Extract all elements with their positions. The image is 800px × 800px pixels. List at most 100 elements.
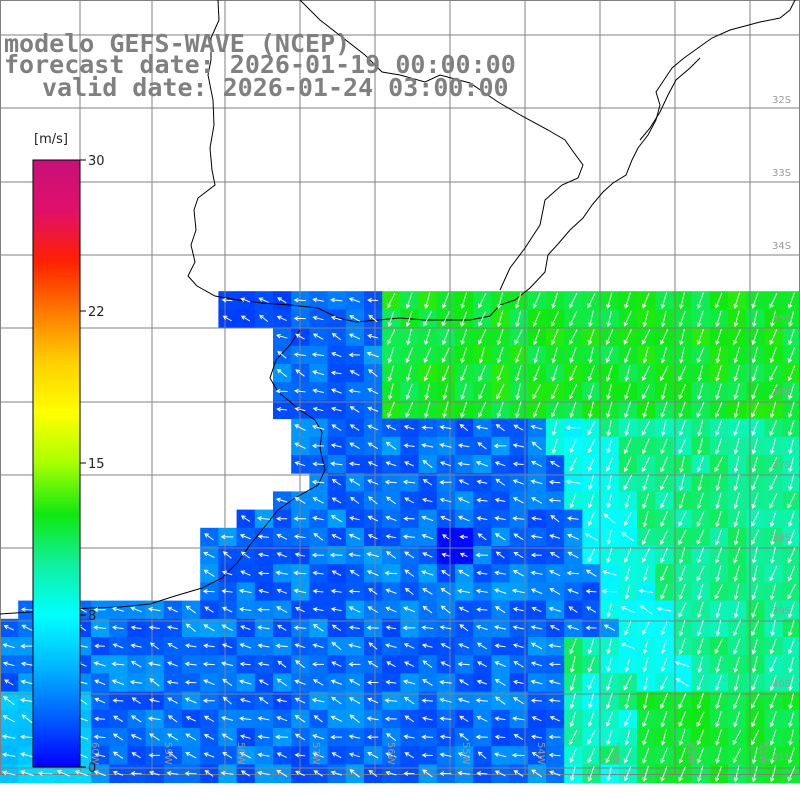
wind-arrow — [405, 310, 413, 328]
wind-arrow — [569, 638, 577, 655]
wind-arrow — [641, 329, 651, 345]
wind-arrow — [697, 437, 704, 455]
wind-arrow — [387, 329, 396, 345]
wind-arrow — [606, 401, 613, 419]
wind-arrow — [532, 292, 541, 309]
wind-arrow — [769, 347, 777, 364]
wind-arrow — [532, 310, 541, 327]
wind-arrow — [548, 661, 561, 667]
longitude-label: 51W — [757, 742, 768, 765]
wind-arrow — [642, 346, 649, 364]
wind-arrow — [330, 715, 343, 722]
wind-arrow — [331, 534, 342, 540]
wind-arrow — [94, 643, 106, 649]
wind-arrow — [257, 570, 269, 576]
wind-arrow — [606, 475, 612, 491]
wind-arrow — [788, 638, 795, 655]
wind-arrow — [349, 370, 360, 376]
wind-arrow — [513, 424, 524, 431]
wind-arrow — [587, 493, 595, 509]
wind-arrow — [495, 478, 506, 486]
wind-arrow — [311, 479, 325, 485]
wind-arrow — [769, 401, 777, 419]
wind-arrow — [330, 770, 343, 776]
wind-arrow — [20, 607, 33, 612]
wind-arrow — [385, 732, 397, 741]
wind-arrow — [330, 406, 342, 412]
wind-arrow — [147, 606, 161, 612]
wind-arrow — [624, 548, 632, 563]
wind-arrow — [678, 511, 687, 527]
wind-arrow — [587, 730, 596, 745]
wind-arrow — [770, 747, 776, 765]
wind-arrow — [258, 588, 269, 594]
wind-arrow — [404, 752, 415, 759]
wind-arrow — [588, 310, 594, 328]
wind-arrow — [549, 551, 560, 559]
wind-arrow — [752, 310, 758, 328]
wind-arrow — [20, 734, 34, 740]
wind-arrow — [678, 365, 687, 382]
wind-arrow — [769, 493, 778, 509]
wind-arrow — [460, 383, 467, 400]
wind-arrow — [601, 589, 617, 594]
wind-arrow — [769, 292, 778, 309]
wind-arrow — [385, 461, 397, 467]
wind-arrow — [770, 547, 776, 564]
wind-arrow — [751, 602, 759, 619]
wind-arrow — [751, 328, 759, 346]
wind-arrow — [696, 565, 705, 582]
wind-arrow — [476, 679, 488, 685]
wind-arrow — [566, 624, 579, 631]
wind-arrow — [367, 660, 378, 668]
wind-arrow — [678, 310, 686, 327]
wind-arrow — [549, 588, 561, 595]
wind-arrow — [769, 638, 777, 655]
wind-arrow — [788, 656, 795, 674]
wind-arrow — [239, 661, 251, 667]
wind-arrow — [441, 311, 450, 327]
wind-arrow — [277, 297, 287, 304]
wind-arrow — [384, 570, 398, 576]
wind-arrow — [660, 329, 669, 345]
wind-arrow — [439, 461, 452, 467]
wind-arrow — [312, 333, 324, 340]
wind-arrow — [623, 675, 632, 691]
wind-arrow — [603, 513, 616, 524]
wind-arrow — [513, 734, 524, 741]
wind-arrow — [330, 679, 343, 685]
wind-arrow — [512, 697, 524, 705]
wind-arrow — [442, 383, 449, 401]
wind-arrow — [660, 747, 668, 764]
wind-arrow — [641, 365, 651, 382]
wind-arrow — [222, 551, 232, 559]
wind-arrow — [733, 292, 740, 309]
wind-arrow — [788, 456, 795, 473]
wind-arrow — [476, 771, 488, 776]
wind-arrow — [569, 493, 577, 509]
wind-arrow — [203, 752, 215, 758]
wind-arrow — [403, 696, 415, 705]
wind-arrow — [476, 642, 488, 650]
wind-arrow — [406, 328, 412, 346]
wind-arrow — [349, 315, 361, 322]
wind-arrow — [733, 420, 741, 437]
wind-arrow — [442, 534, 450, 540]
wind-arrow — [549, 570, 561, 577]
wind-arrow — [475, 552, 489, 558]
wind-arrow — [715, 620, 722, 637]
wind-arrow — [624, 584, 631, 600]
wind-arrow — [421, 570, 434, 576]
wind-arrow — [478, 310, 487, 327]
wind-arrow — [311, 552, 325, 558]
wind-arrow — [257, 607, 270, 613]
wind-arrow — [312, 588, 324, 594]
wind-arrow — [93, 734, 106, 740]
wind-arrow — [787, 565, 796, 582]
wind-arrow — [167, 733, 179, 741]
wind-arrow — [457, 752, 470, 758]
wind-arrow — [733, 547, 741, 564]
wind-arrow — [348, 589, 361, 594]
wind-arrow — [715, 474, 722, 492]
wind-arrow — [530, 588, 543, 595]
